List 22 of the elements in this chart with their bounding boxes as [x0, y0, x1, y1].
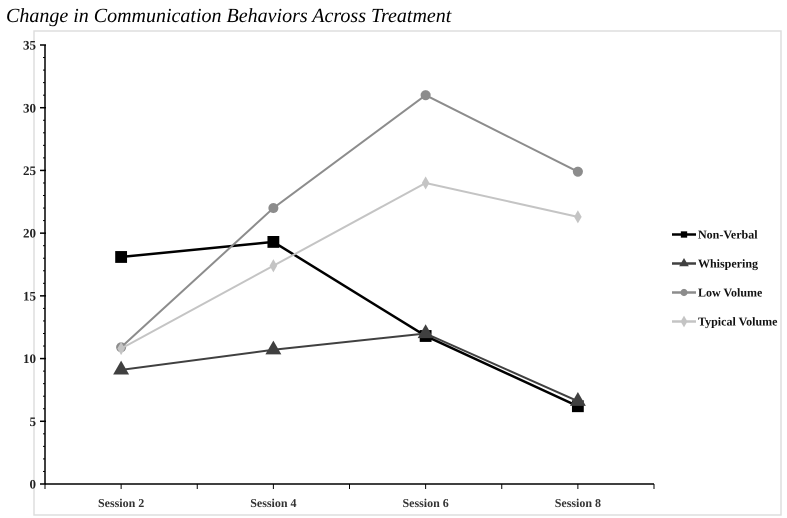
- chart-title: Change in Communication Behaviors Across Treatment: [6, 5, 452, 27]
- y-tick-label: 35: [23, 38, 36, 53]
- point: [572, 166, 583, 177]
- x-tick-label: Session 8: [554, 496, 602, 510]
- legend-label: Typical Volume: [698, 314, 778, 329]
- x-tick-label: Session 2: [98, 496, 144, 510]
- y-tick-label: 30: [23, 100, 36, 116]
- legend-label: Non-Verbal: [698, 228, 758, 242]
- point: [268, 203, 278, 214]
- y-tick-label: 10: [23, 351, 36, 366]
- y-tick-label: 15: [23, 288, 36, 304]
- y-tick-label: 25: [23, 162, 36, 178]
- x-tick-label: Session 4: [250, 496, 297, 510]
- y-tick-label: 20: [23, 226, 36, 241]
- y-tick-label: 0: [30, 476, 36, 492]
- point: [420, 90, 431, 100]
- legend-label: Low Volume: [698, 286, 764, 300]
- point: [115, 251, 128, 263]
- legend-label: Whispering: [698, 256, 758, 271]
- x-tick-label: Session 6: [402, 496, 449, 510]
- y-tick-label: 5: [30, 414, 36, 429]
- point: [267, 236, 280, 248]
